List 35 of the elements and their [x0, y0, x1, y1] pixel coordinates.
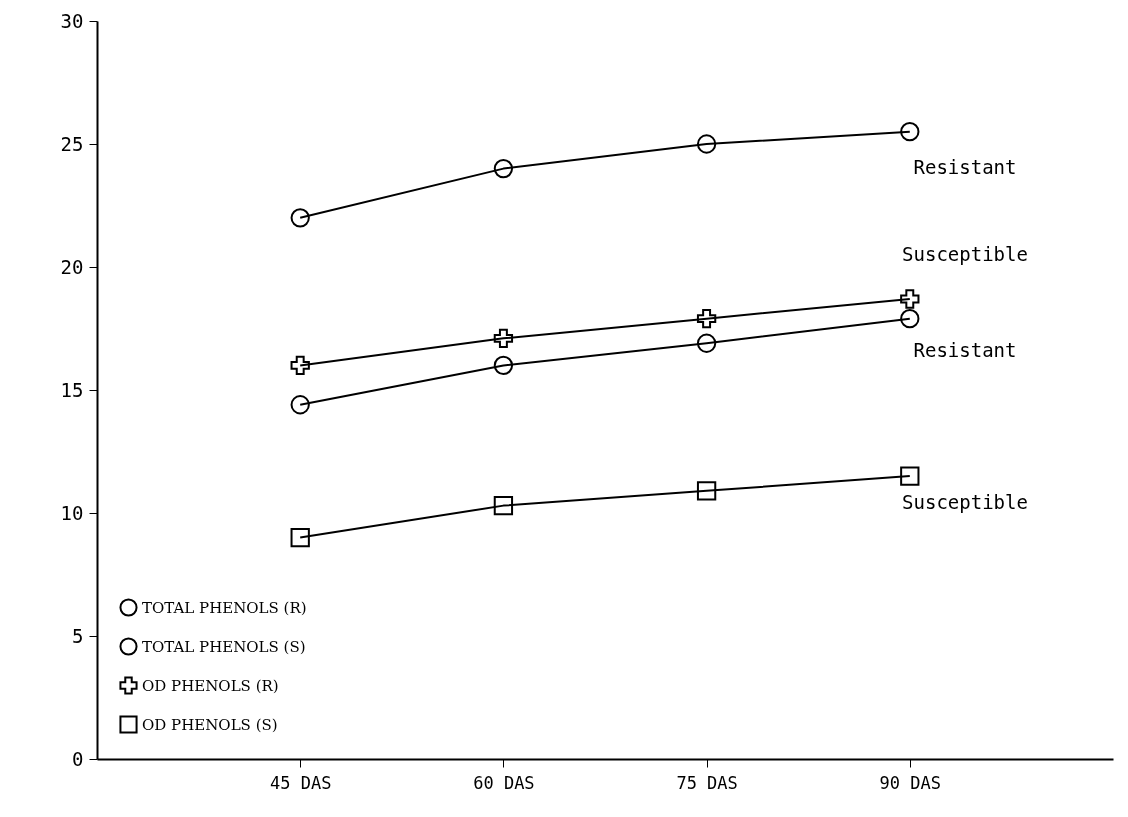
- point: [696, 134, 717, 154]
- legend-label: TOTAL PHENOLS (R): [142, 598, 307, 617]
- x-tick-label: 45 DAS: [269, 772, 332, 793]
- y-tick-label: 30: [60, 9, 84, 32]
- y-tick-label: 15: [60, 378, 84, 401]
- point: [493, 355, 514, 376]
- x-tick-label: 90 DAS: [879, 772, 942, 793]
- y-tick-label: 5: [72, 624, 84, 647]
- y-tick-label: 10: [60, 501, 84, 524]
- legend-label: TOTAL PHENOLS (S): [142, 637, 306, 656]
- point: [493, 495, 514, 516]
- annotation: Susceptible: [902, 243, 1028, 265]
- point: [900, 309, 920, 329]
- point: [696, 481, 717, 501]
- x-tick-label: 75 DAS: [676, 772, 738, 793]
- point: [290, 355, 310, 376]
- legend-label: OD PHENOLS (S): [142, 715, 278, 734]
- annotation: Resistant: [913, 156, 1017, 178]
- point: [290, 208, 310, 228]
- y-tick-label: 0: [72, 747, 84, 770]
- annotation: Resistant: [913, 339, 1017, 361]
- annotation: Susceptible: [902, 491, 1028, 513]
- point: [900, 289, 920, 309]
- point: [900, 122, 920, 142]
- point: [696, 333, 717, 353]
- point: [493, 328, 514, 348]
- x-tick-label: 60 DAS: [473, 772, 535, 793]
- legend-label: OD PHENOLS (R): [142, 676, 279, 695]
- point: [290, 527, 310, 548]
- y-tick-label: 20: [60, 255, 84, 278]
- point: [290, 395, 310, 415]
- point: [696, 309, 717, 329]
- y-tick-label: 25: [60, 132, 84, 155]
- point: [493, 158, 514, 179]
- point: [900, 466, 920, 486]
